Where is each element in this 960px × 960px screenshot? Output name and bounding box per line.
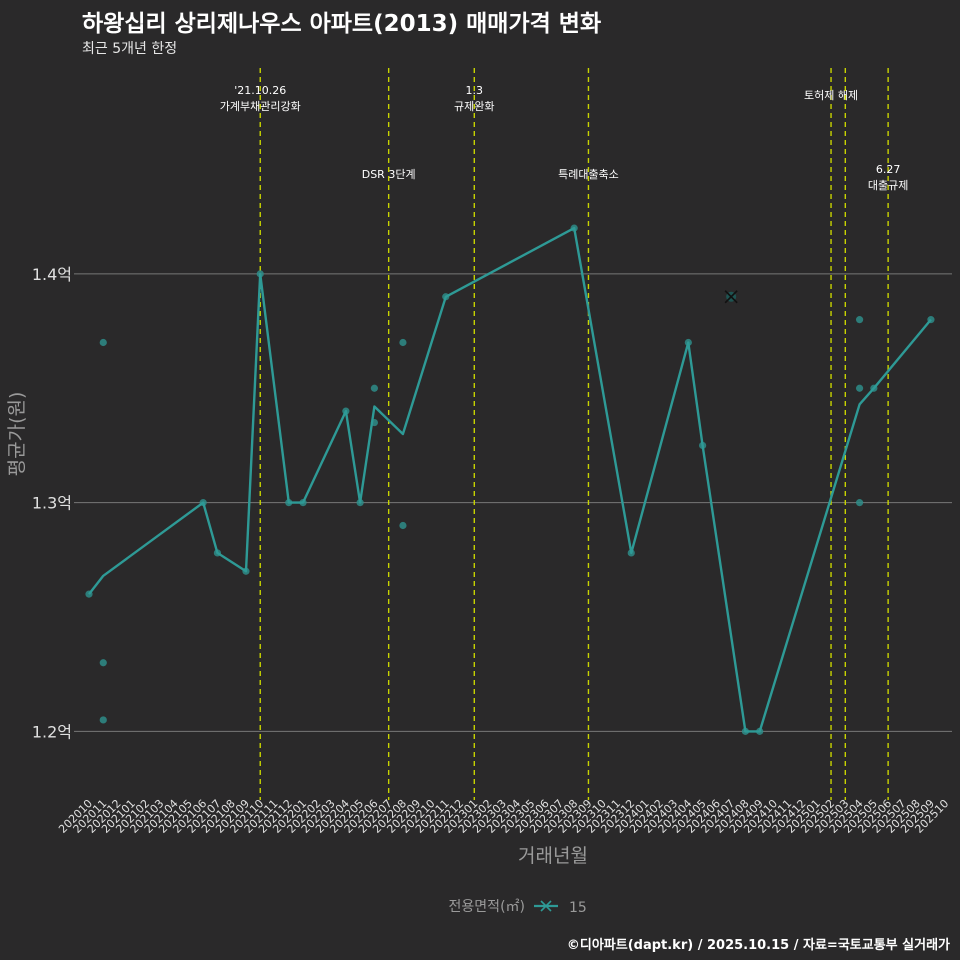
x-axis-title: 거래년월 <box>518 845 588 867</box>
y-axis-title: 평균가(원) <box>6 392 28 477</box>
event-label: 토허제 해제 <box>804 88 858 102</box>
event-label: 1.3 <box>466 84 484 97</box>
highlight-marker-stroke <box>724 290 738 304</box>
data-point <box>855 384 864 392</box>
y-tick-label: 1.4억 <box>32 265 72 284</box>
data-point <box>399 338 407 347</box>
legend-item-label: 15 <box>569 900 587 916</box>
event-label: 대출규제 <box>868 179 908 192</box>
y-tick-label: 1.3억 <box>32 494 72 513</box>
event-label: 규제완화 <box>454 100 494 113</box>
data-point <box>99 338 107 347</box>
data-point <box>855 316 864 324</box>
data-point <box>99 659 107 667</box>
series-line <box>88 226 932 733</box>
data-point <box>99 716 107 724</box>
chart-subtitle: 최근 5개년 한정 <box>82 41 178 57</box>
data-point <box>370 384 378 392</box>
event-label: DSR 3단계 <box>362 168 416 181</box>
legend-title: 전용면적(㎡) <box>449 899 525 915</box>
event-label: 특례대출축소 <box>558 168 619 181</box>
source-caption: ©디아파트(dapt.kr) / 2025.10.15 / 자료=국토교통부 실… <box>566 938 950 953</box>
highlight-marker <box>724 290 738 304</box>
y-tick-label: 1.2억 <box>32 722 72 741</box>
data-point <box>855 499 864 507</box>
chart-title: 하왕십리 상리제나우스 아파트(2013) 매매가격 변화 <box>82 11 602 37</box>
event-label: 가계부채관리강화 <box>220 100 301 113</box>
legend-key-x <box>540 900 552 912</box>
data-point <box>399 521 407 530</box>
event-label: 6.27 <box>876 163 901 176</box>
event-label: '21.10.26 <box>234 84 286 97</box>
